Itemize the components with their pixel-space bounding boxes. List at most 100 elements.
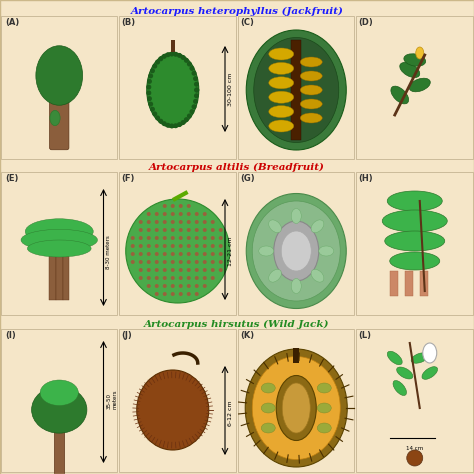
Ellipse shape bbox=[409, 78, 430, 92]
Circle shape bbox=[131, 252, 135, 256]
Circle shape bbox=[179, 220, 183, 224]
Circle shape bbox=[155, 284, 159, 288]
Circle shape bbox=[155, 228, 159, 232]
Circle shape bbox=[146, 91, 151, 95]
Circle shape bbox=[195, 244, 199, 248]
Circle shape bbox=[158, 118, 163, 124]
Ellipse shape bbox=[416, 47, 424, 59]
Circle shape bbox=[219, 236, 223, 240]
Bar bbox=[356, 172, 473, 315]
Bar bbox=[54, 418, 64, 474]
Ellipse shape bbox=[385, 231, 445, 251]
Ellipse shape bbox=[25, 219, 93, 244]
Circle shape bbox=[187, 113, 192, 118]
Circle shape bbox=[407, 450, 423, 466]
Circle shape bbox=[171, 292, 175, 296]
Text: (K): (K) bbox=[240, 331, 254, 340]
Circle shape bbox=[165, 123, 171, 128]
Circle shape bbox=[195, 220, 199, 224]
Circle shape bbox=[191, 71, 197, 76]
Circle shape bbox=[171, 204, 175, 208]
Text: 30-100 cm: 30-100 cm bbox=[228, 73, 233, 106]
Ellipse shape bbox=[40, 380, 78, 405]
Circle shape bbox=[163, 260, 167, 264]
Circle shape bbox=[187, 212, 191, 216]
Circle shape bbox=[173, 123, 178, 128]
Bar bbox=[119, 172, 236, 315]
Ellipse shape bbox=[246, 30, 346, 150]
Text: (L): (L) bbox=[358, 331, 372, 340]
Circle shape bbox=[155, 60, 160, 64]
Circle shape bbox=[184, 117, 189, 122]
Circle shape bbox=[195, 292, 199, 296]
Circle shape bbox=[211, 268, 215, 272]
Circle shape bbox=[169, 123, 174, 128]
Text: 6-12 cm: 6-12 cm bbox=[228, 400, 233, 426]
Circle shape bbox=[179, 212, 183, 216]
Circle shape bbox=[163, 268, 167, 272]
Circle shape bbox=[147, 284, 151, 288]
Circle shape bbox=[203, 260, 207, 264]
Circle shape bbox=[139, 268, 143, 272]
Circle shape bbox=[139, 244, 143, 248]
Circle shape bbox=[179, 284, 183, 288]
Circle shape bbox=[187, 268, 191, 272]
Circle shape bbox=[187, 252, 191, 256]
Ellipse shape bbox=[269, 220, 282, 233]
Ellipse shape bbox=[317, 403, 331, 413]
Circle shape bbox=[181, 120, 185, 125]
Circle shape bbox=[150, 107, 155, 112]
Circle shape bbox=[203, 268, 207, 272]
Circle shape bbox=[195, 284, 199, 288]
Bar bbox=[56, 253, 63, 300]
Circle shape bbox=[163, 204, 167, 208]
Circle shape bbox=[179, 260, 183, 264]
Text: (E): (E) bbox=[5, 174, 18, 183]
Circle shape bbox=[155, 212, 159, 216]
Bar bbox=[171, 40, 175, 52]
Ellipse shape bbox=[291, 209, 301, 224]
Ellipse shape bbox=[36, 46, 82, 105]
Circle shape bbox=[187, 244, 191, 248]
Circle shape bbox=[203, 276, 207, 280]
Circle shape bbox=[203, 236, 207, 240]
Ellipse shape bbox=[261, 383, 275, 393]
Bar bbox=[405, 271, 413, 296]
Ellipse shape bbox=[397, 367, 413, 379]
Circle shape bbox=[163, 212, 167, 216]
Ellipse shape bbox=[300, 57, 322, 67]
Circle shape bbox=[155, 244, 159, 248]
Ellipse shape bbox=[274, 221, 319, 281]
Circle shape bbox=[165, 52, 171, 57]
Circle shape bbox=[155, 276, 159, 280]
Circle shape bbox=[194, 88, 199, 92]
Circle shape bbox=[179, 204, 183, 208]
Circle shape bbox=[147, 268, 151, 272]
Circle shape bbox=[148, 73, 153, 78]
Circle shape bbox=[147, 244, 151, 248]
Circle shape bbox=[173, 52, 178, 57]
Text: 8-30 meters: 8-30 meters bbox=[107, 236, 111, 269]
Text: (I): (I) bbox=[5, 331, 16, 340]
Ellipse shape bbox=[422, 367, 438, 379]
Ellipse shape bbox=[21, 229, 98, 251]
Ellipse shape bbox=[300, 99, 322, 109]
Ellipse shape bbox=[404, 54, 426, 66]
Bar bbox=[63, 253, 70, 300]
Circle shape bbox=[152, 111, 157, 117]
Ellipse shape bbox=[246, 193, 346, 309]
Ellipse shape bbox=[393, 381, 407, 395]
Circle shape bbox=[219, 252, 223, 256]
Circle shape bbox=[179, 252, 183, 256]
Circle shape bbox=[139, 236, 143, 240]
Circle shape bbox=[126, 199, 230, 303]
Circle shape bbox=[171, 212, 175, 216]
Ellipse shape bbox=[50, 110, 60, 126]
Circle shape bbox=[211, 252, 215, 256]
Circle shape bbox=[193, 76, 198, 81]
Circle shape bbox=[155, 252, 159, 256]
Ellipse shape bbox=[147, 53, 199, 128]
Ellipse shape bbox=[411, 353, 428, 363]
Circle shape bbox=[194, 88, 199, 92]
Circle shape bbox=[211, 276, 215, 280]
